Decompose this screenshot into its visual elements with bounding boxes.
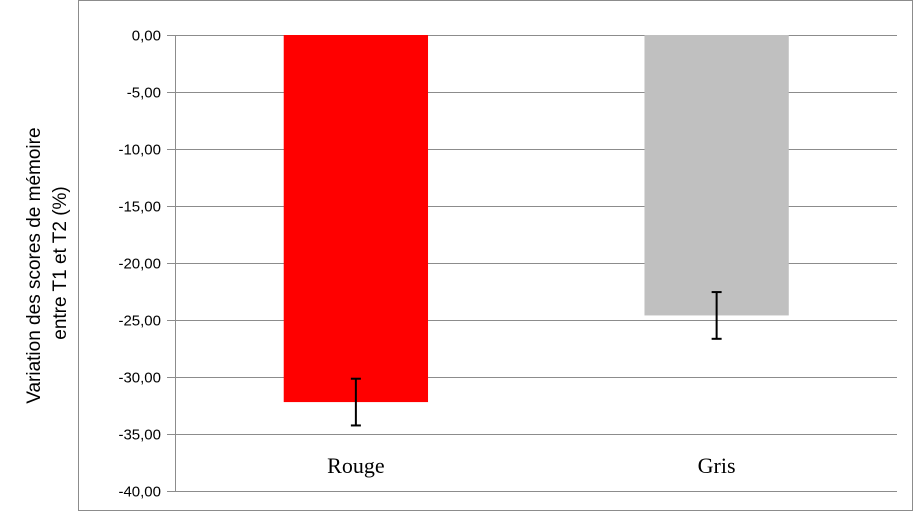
y-tick-label: -10,00 bbox=[118, 142, 161, 159]
category-labels: Rouge Gris bbox=[327, 453, 735, 478]
y-tick-label: 0,00 bbox=[132, 28, 161, 45]
bars bbox=[283, 35, 789, 403]
y-tick-label: -5,00 bbox=[127, 85, 161, 102]
bar-gris bbox=[644, 35, 789, 316]
y-tick-label: -15,00 bbox=[118, 199, 161, 216]
y-axis-tick-labels: 0,00 -5,00 -10,00 -15,00 -20,00 -25,00 -30,00 -… bbox=[118, 28, 161, 501]
y-tick-label: -40,00 bbox=[118, 484, 161, 501]
bar-rouge bbox=[283, 35, 429, 403]
error-bars bbox=[350, 291, 722, 427]
y-axis-title: Variation des scores de mémoire entre T1… bbox=[24, 122, 71, 404]
y-axis-title-line-1: Variation des scores de mémoire bbox=[24, 127, 45, 403]
category-label-rouge: Rouge bbox=[327, 453, 384, 478]
category-label-gris: Gris bbox=[698, 453, 736, 478]
y-axis-title-line-2: entre T1 et T2 (%) bbox=[50, 186, 71, 339]
y-tick-label: -35,00 bbox=[118, 427, 161, 444]
y-tick-label: -30,00 bbox=[118, 370, 161, 387]
y-tick-label: -25,00 bbox=[118, 313, 161, 330]
y-tick-label: -20,00 bbox=[118, 256, 161, 273]
